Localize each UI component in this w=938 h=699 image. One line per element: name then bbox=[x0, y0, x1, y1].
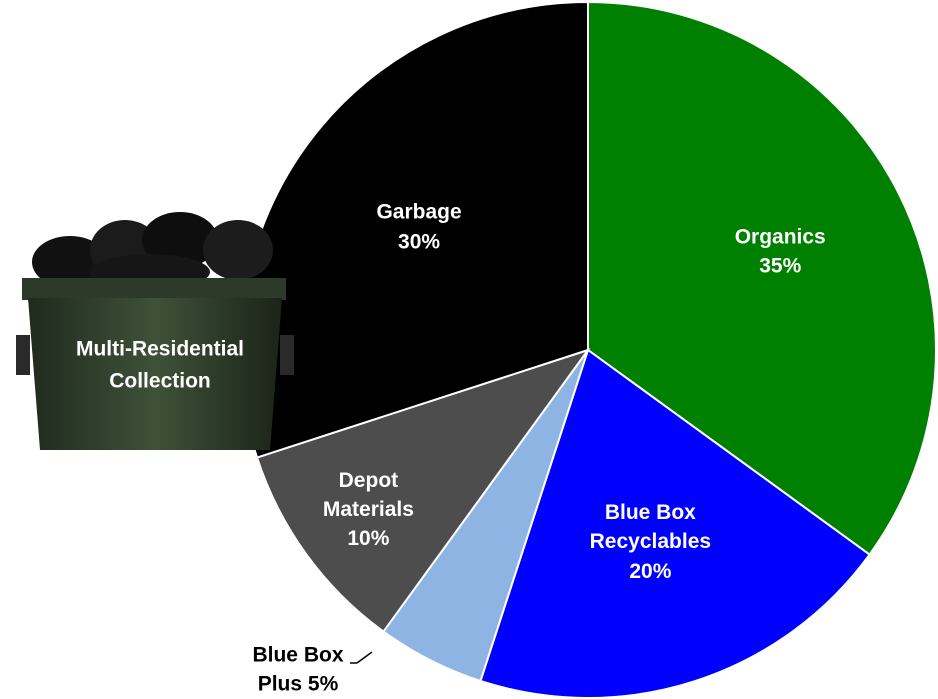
pie-slice bbox=[479, 348, 871, 699]
slice-label: Blue Box Recyclables 20% bbox=[555, 498, 745, 586]
value-label: 20% bbox=[629, 559, 672, 583]
annotation: Multi-Residential Collection bbox=[75, 337, 244, 393]
category-label: Blue Box Plus bbox=[252, 643, 344, 696]
value-label: 5% bbox=[307, 673, 339, 696]
category-label: Depot Materials bbox=[322, 468, 414, 521]
slice-label: Blue Box Plus 5% bbox=[238, 641, 358, 699]
category-label: Garbage bbox=[376, 200, 462, 224]
value-label: 30% bbox=[398, 230, 441, 254]
pie-slice bbox=[255, 348, 591, 633]
slice-label: Organics 35% bbox=[715, 223, 845, 282]
category-label: Organics bbox=[734, 225, 826, 249]
leader-line bbox=[356, 651, 373, 664]
category-label: Blue Box Recyclables bbox=[589, 500, 712, 554]
value-label: 35% bbox=[759, 255, 802, 279]
slice-label: Depot Materials 10% bbox=[303, 465, 433, 553]
slice-label: Garbage 30% bbox=[354, 198, 484, 257]
pie bbox=[239, 0, 937, 699]
pie-slice bbox=[587, 0, 937, 556]
dumpster-image bbox=[16, 212, 294, 450]
value-label: 10% bbox=[347, 527, 390, 551]
